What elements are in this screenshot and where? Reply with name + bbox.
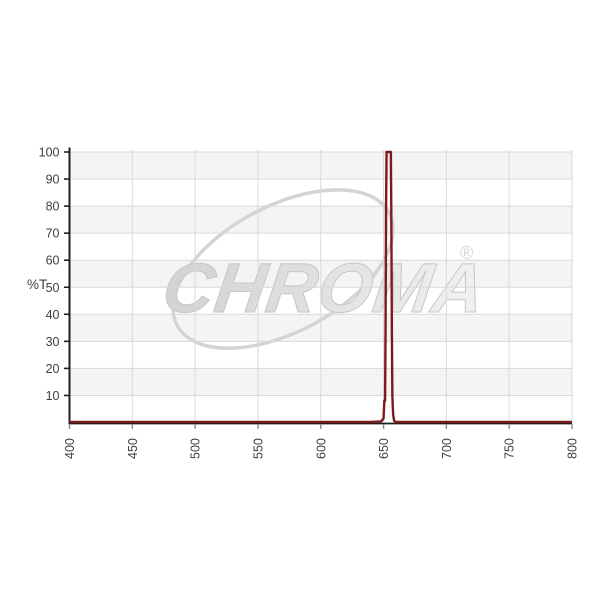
gridlines (69, 150, 573, 423)
x-tick-label: 800 (566, 438, 580, 459)
y-tick-label: 100 (39, 146, 60, 160)
x-tick-label: 700 (440, 438, 454, 459)
chroma-watermark: CHROMA ® (158, 188, 491, 350)
y-tick-label: 30 (46, 335, 60, 349)
tick-labels: 10 20 30 40 50 60 70 80 90 100 400 450 500 550 600 650 7… (39, 146, 580, 460)
x-tick-label: 600 (314, 438, 328, 459)
x-tick-label: 750 (503, 438, 517, 459)
axes (64, 147, 573, 429)
x-tick-label: 500 (189, 438, 203, 459)
x-tick-label: 550 (251, 438, 265, 459)
y-axis-title: %T (27, 277, 47, 292)
data-series (69, 150, 572, 424)
y-tick-label: 40 (46, 308, 60, 322)
watermark-ellipse-icon (171, 188, 395, 350)
x-tick-label: 650 (377, 438, 391, 459)
registered-trademark-icon: ® (460, 243, 473, 263)
x-tick-label: 450 (126, 438, 140, 459)
y-tick-label: 70 (46, 227, 60, 241)
y-tick-label: 50 (46, 281, 60, 295)
x-tick-label: 400 (63, 438, 77, 459)
y-tick-label: 80 (46, 200, 60, 214)
y-tick-label: 10 (46, 389, 60, 403)
y-tick-label: 60 (46, 254, 60, 268)
y-tick-label: 90 (46, 173, 60, 187)
transmission-curve (69, 150, 572, 424)
y-tick-label: 20 (46, 362, 60, 376)
